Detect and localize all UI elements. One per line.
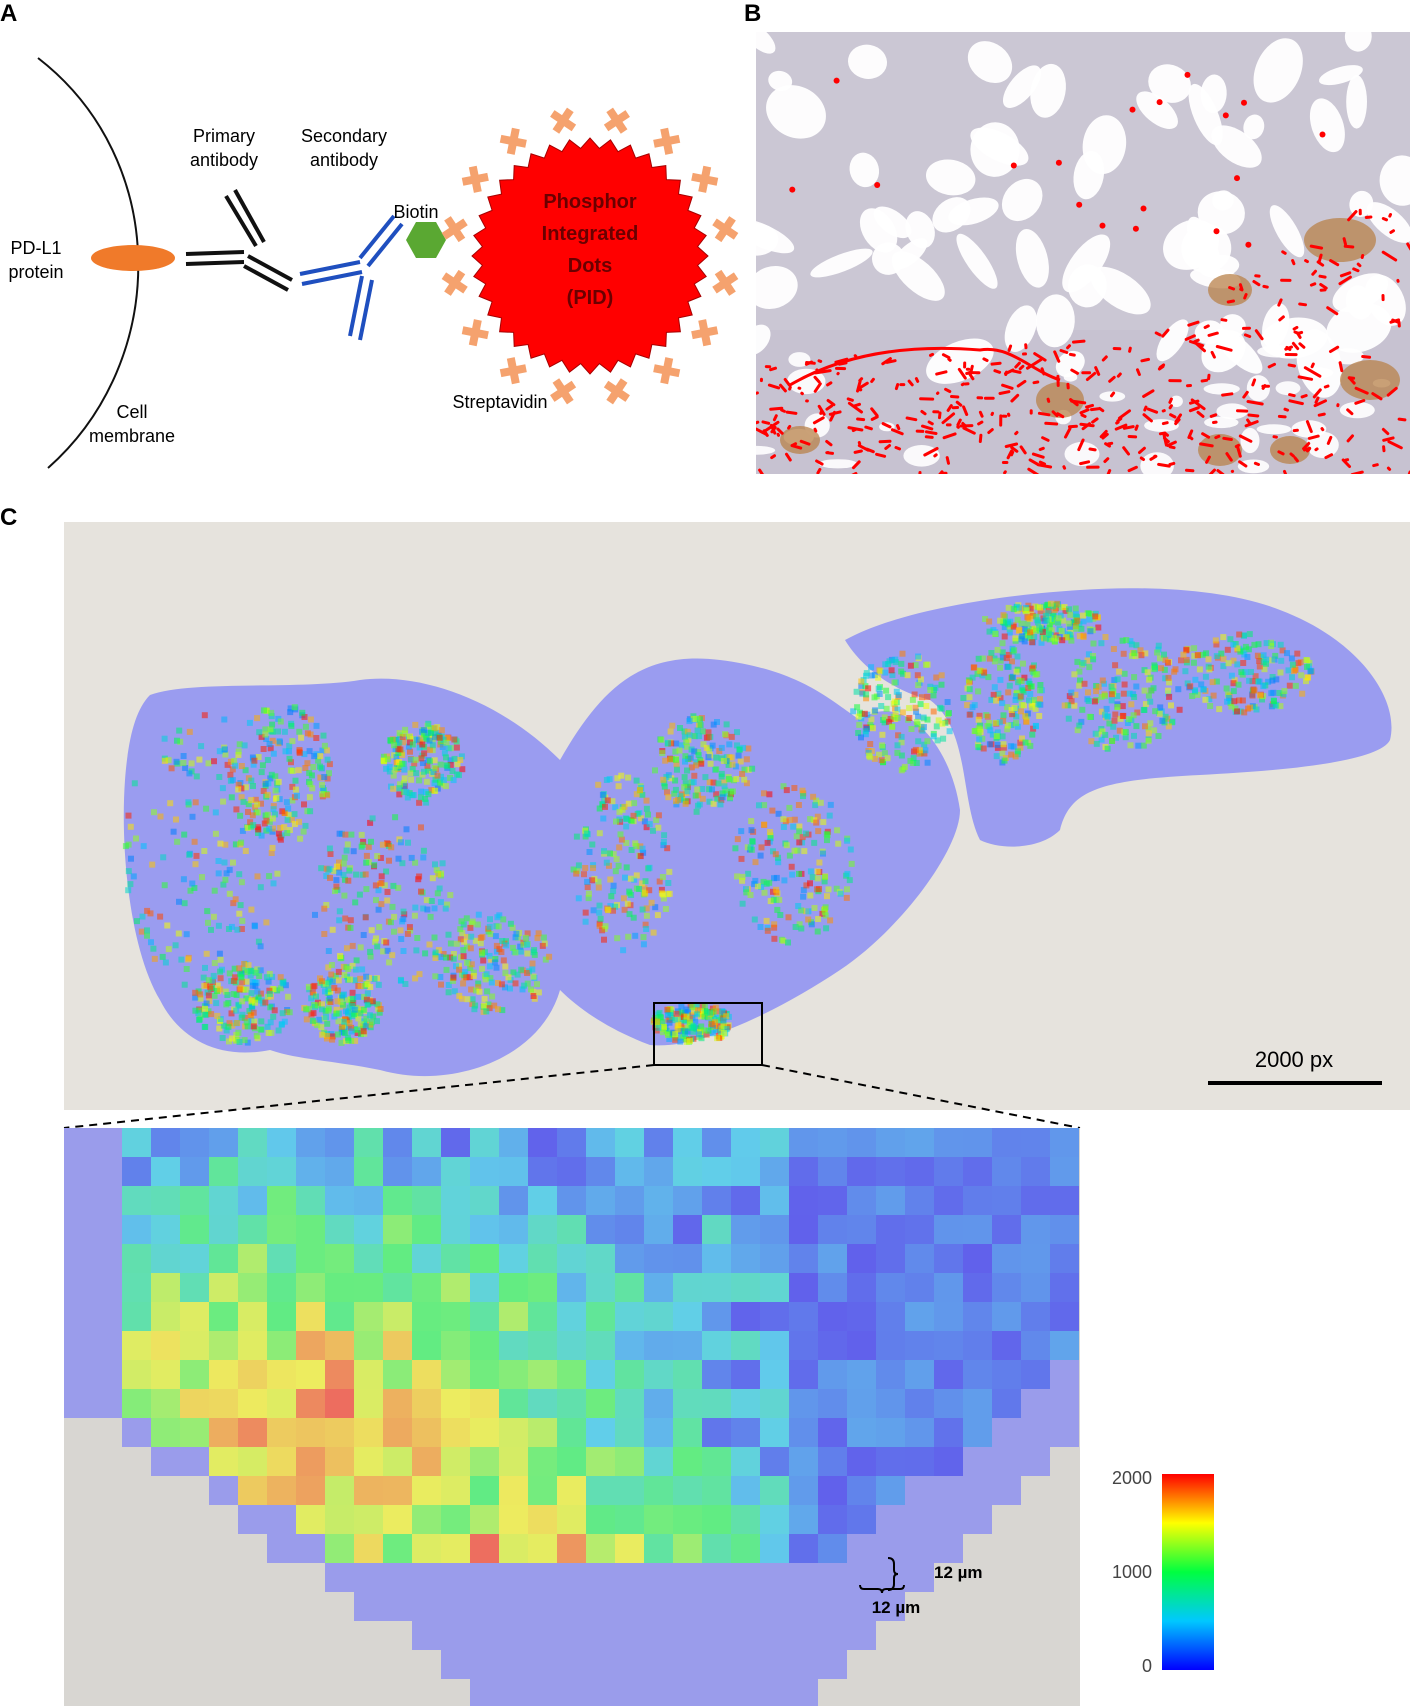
streptavidin-cross xyxy=(653,357,681,385)
pixel-width-brace xyxy=(859,1584,905,1594)
primary-label-line1: Primary xyxy=(193,126,255,146)
streptavidin-cross xyxy=(441,216,468,243)
pdl1-protein-ellipse xyxy=(91,245,175,271)
streptavidin-cross xyxy=(653,127,681,155)
pid-sphere xyxy=(471,137,709,375)
zoom-connector-left xyxy=(63,1064,655,1129)
pdl1-label-line1: PD-L1 xyxy=(10,238,61,258)
colorbar-min-label: 0 xyxy=(1142,1656,1152,1676)
microscopy-panel xyxy=(756,32,1410,474)
biotin-label: Biotin xyxy=(393,202,438,222)
secondary-antibody xyxy=(299,214,404,341)
streptavidin-cross xyxy=(550,378,577,405)
streptavidin-cross xyxy=(461,319,489,347)
streptavidin-cross xyxy=(499,357,527,385)
streptavidin-cross xyxy=(603,107,630,134)
panel-c-letter: C xyxy=(0,504,18,531)
primary-label-line2: antibody xyxy=(190,150,258,170)
zoom-connector-right xyxy=(761,1064,1081,1129)
pixel-height-label: 12 µm xyxy=(934,1563,983,1582)
streptavidin-crosses xyxy=(441,107,739,405)
membrane-label-line1: Cell xyxy=(116,402,147,422)
streptavidin-cross xyxy=(441,269,468,296)
pid-label-line4: (PID) xyxy=(567,287,614,309)
streptavidin-cross xyxy=(461,165,489,193)
zoom-box xyxy=(653,1002,763,1066)
panel-b-letter: B xyxy=(744,0,762,27)
streptavidin-cross xyxy=(691,319,719,347)
pixel-width-label: 12 µm xyxy=(872,1598,921,1617)
colorbar xyxy=(1162,1474,1214,1670)
schematic-panel: PD-L1 protein Primary antibody Secondary… xyxy=(8,57,739,469)
tissue-lumens xyxy=(756,32,1410,474)
colorbar-mid-label: 1000 xyxy=(1112,1562,1152,1582)
overview-heatmap xyxy=(122,600,1315,1046)
streptavidin-cross xyxy=(712,269,739,296)
pid-label-line1: Phosphor xyxy=(543,191,637,213)
membrane-label-line2: membrane xyxy=(89,426,175,446)
streptavidin-cross xyxy=(712,216,739,243)
streptavidin-cross xyxy=(499,127,527,155)
pdl1-label-line2: protein xyxy=(8,262,63,282)
colorbar-max-label: 2000 xyxy=(1112,1468,1152,1488)
streptavidin-cross xyxy=(550,107,577,134)
pid-signal-dots xyxy=(756,71,1410,474)
secondary-label-line2: antibody xyxy=(310,150,378,170)
scale-bar-label: 2000 px xyxy=(1255,1047,1333,1072)
overview-panel: 2000 px xyxy=(64,522,1410,1110)
pid-label-line3: Dots xyxy=(568,255,612,277)
biotin-hexagon xyxy=(406,222,446,258)
streptavidin-label: Streptavidin xyxy=(452,392,547,412)
zoom-heatmap-grid xyxy=(64,1128,1079,1706)
pid-label-line2: Integrated xyxy=(542,223,639,245)
panel-a-letter: A xyxy=(0,0,18,27)
streptavidin-cross xyxy=(603,378,630,405)
brown-stain-regions xyxy=(780,218,1400,466)
primary-antibody xyxy=(185,189,293,292)
streptavidin-cross xyxy=(691,165,719,193)
pixel-height-brace xyxy=(887,1557,899,1591)
secondary-label-line1: Secondary xyxy=(301,126,387,146)
zoom-panel xyxy=(64,1128,1080,1706)
